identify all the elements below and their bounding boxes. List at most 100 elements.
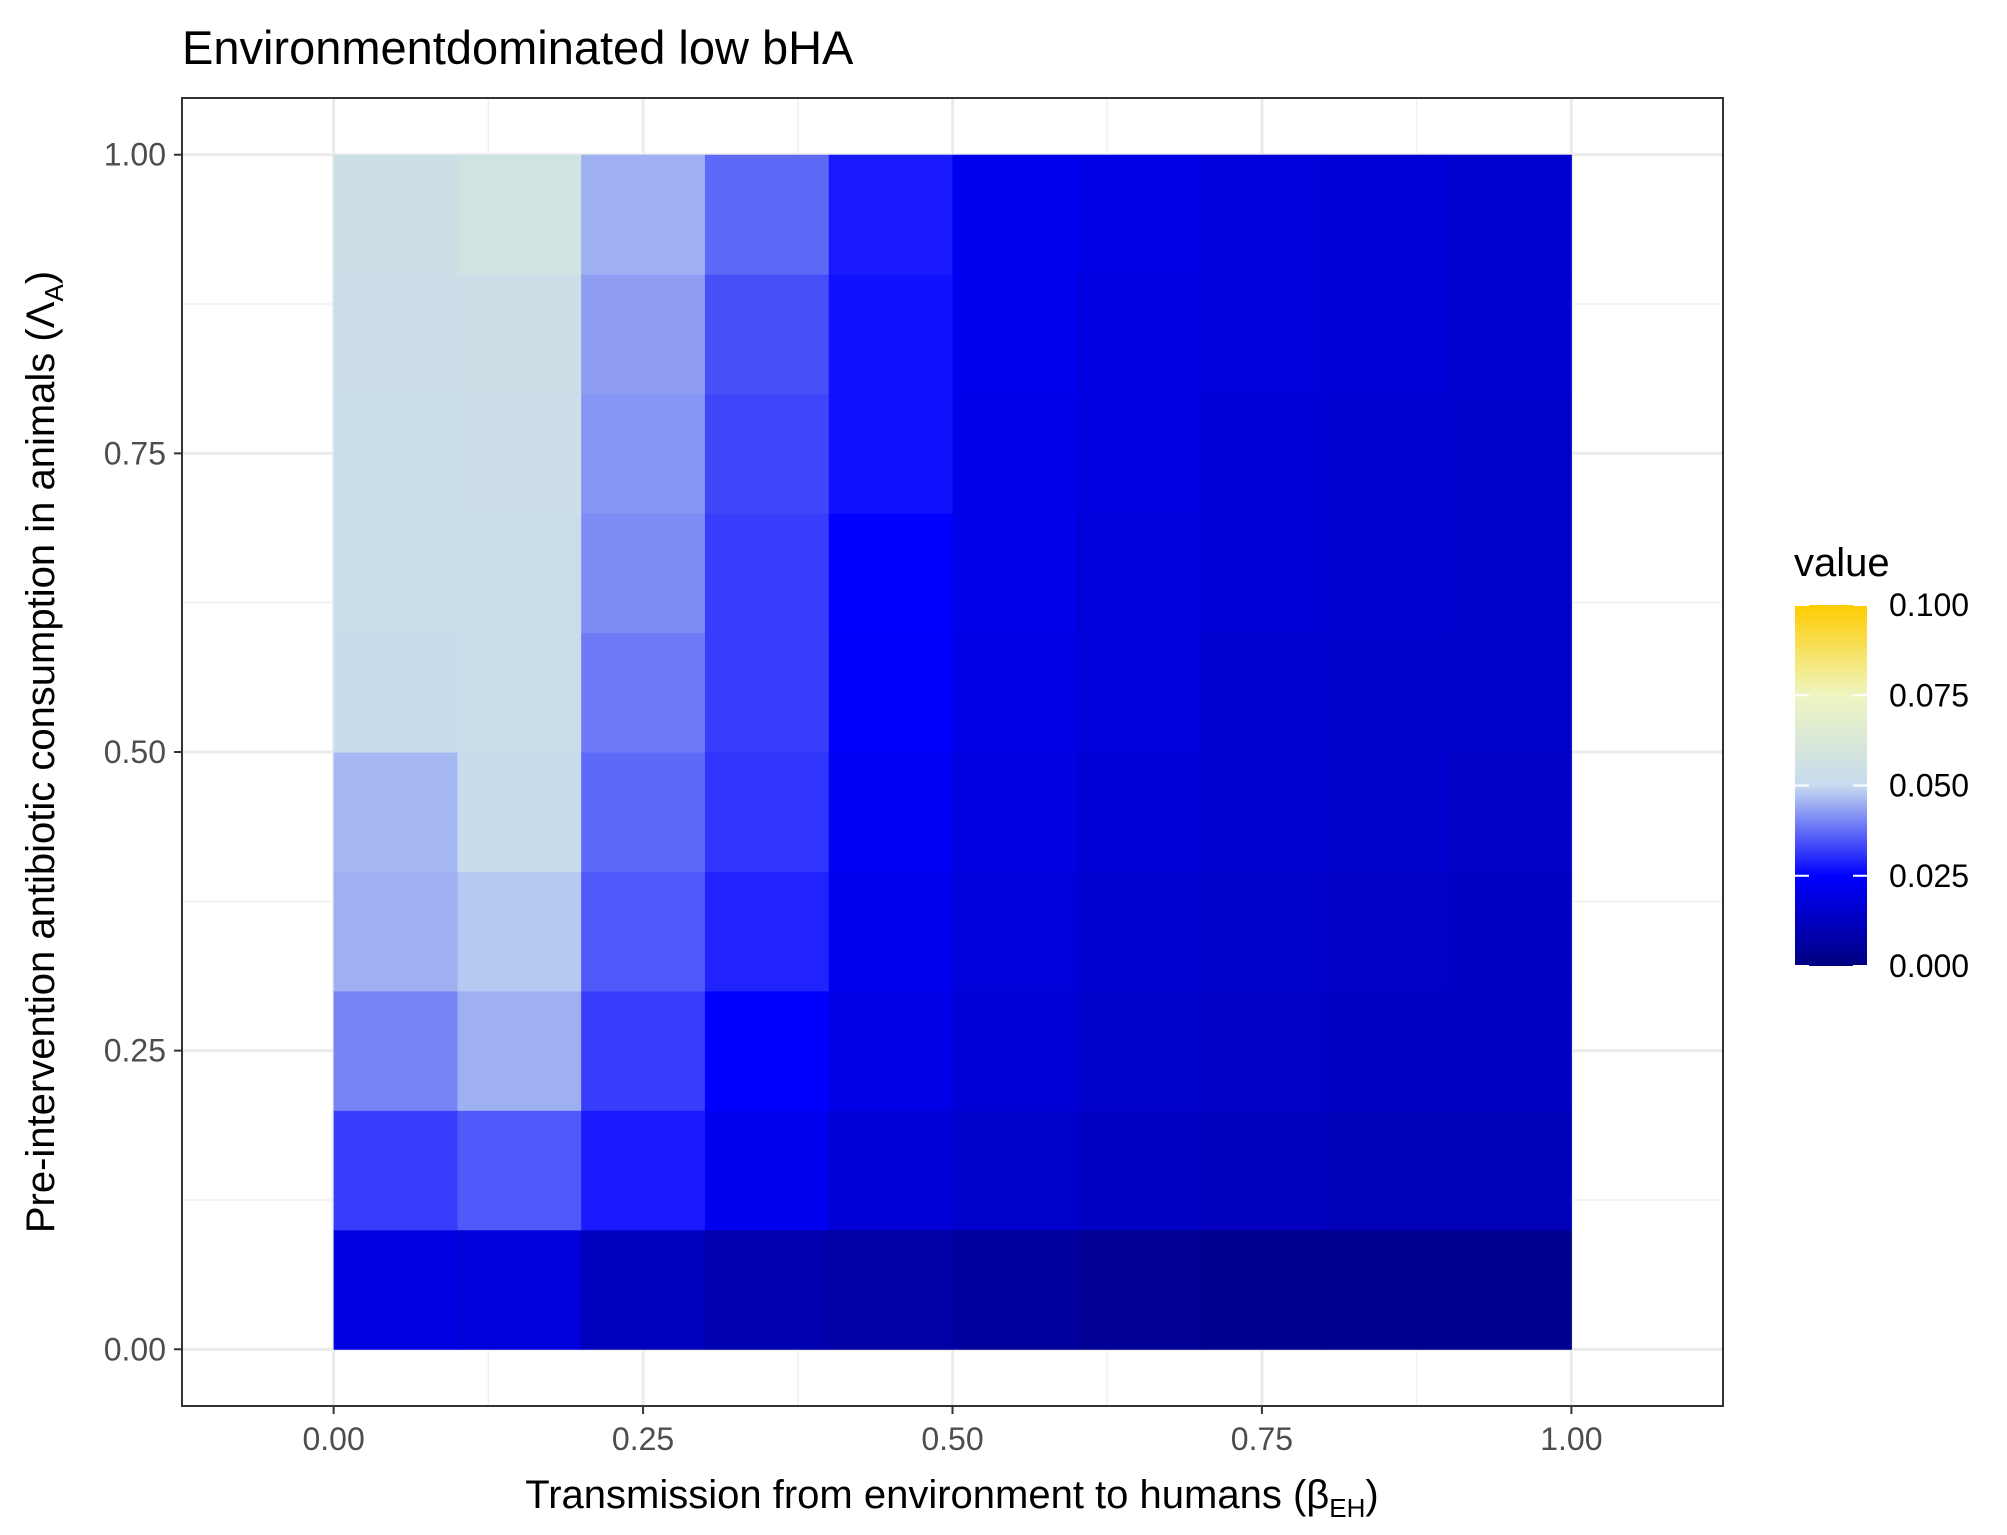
x-tick-label: 0.75 — [1231, 1421, 1293, 1457]
heatmap-cell — [581, 990, 706, 1111]
heatmap-cell — [581, 1229, 706, 1350]
legend-label: 0.000 — [1889, 948, 1969, 984]
heatmap-cell — [457, 274, 582, 395]
x-axis-title: Transmission from environment to humans … — [525, 1473, 1378, 1523]
heatmap-cell — [1076, 154, 1201, 275]
heatmap-cell — [1447, 990, 1572, 1111]
heatmap-cell — [1447, 393, 1572, 514]
heatmap-cell — [333, 990, 458, 1111]
heatmap-cell — [457, 513, 582, 634]
heatmap-cell — [457, 752, 582, 872]
heatmap-cell — [828, 154, 953, 275]
legend-label: 0.075 — [1889, 677, 1969, 713]
heatmap-cell — [1076, 1110, 1201, 1231]
heatmap-cell — [1200, 274, 1325, 395]
heatmap-cell — [1200, 752, 1325, 872]
heatmap-cell — [704, 154, 830, 275]
heatmap-cell — [704, 871, 830, 992]
heatmap-cell — [581, 154, 706, 275]
heatmap-cell — [828, 393, 953, 514]
heatmap-cell — [1200, 154, 1325, 275]
heatmap-cell — [457, 871, 582, 992]
y-axis-title-close: ) — [19, 271, 63, 284]
heatmap-cell — [1323, 154, 1449, 275]
heatmap-cell — [1076, 393, 1201, 514]
heatmap-cell — [952, 1229, 1077, 1350]
heatmap-cell — [952, 274, 1077, 395]
y-axis-title-main: Pre-intervention antibiotic consumption … — [19, 328, 63, 1234]
y-axis-ticks: 0.00 0.25 0.50 0.75 1.00 — [104, 137, 182, 1367]
heatmap-cell — [1076, 1229, 1201, 1350]
heatmap-cell — [1447, 154, 1572, 275]
legend-label: 0.100 — [1889, 587, 1969, 623]
heatmap-cell — [1323, 393, 1449, 514]
heatmap-cell — [581, 1110, 706, 1231]
heatmap-cell — [457, 154, 582, 275]
heatmap-cell — [1447, 632, 1572, 753]
heatmap-cell — [952, 154, 1077, 275]
heatmap-cell — [1323, 632, 1449, 753]
heatmap-cell — [1323, 513, 1449, 634]
x-tick-label: 0.25 — [612, 1421, 674, 1457]
heatmap-cell — [457, 1229, 582, 1350]
y-tick-label: 0.00 — [104, 1331, 166, 1367]
heatmap-cell — [1323, 274, 1449, 395]
heatmap-cell — [333, 632, 458, 753]
heatmap-cell — [1076, 632, 1201, 753]
heatmap-cell — [828, 1110, 953, 1231]
heatmap-cell — [581, 513, 706, 634]
heatmap-cell — [952, 393, 1077, 514]
x-tick-label: 0.00 — [302, 1421, 364, 1457]
legend-label: 0.050 — [1889, 768, 1969, 804]
legend-title: value — [1794, 541, 1890, 585]
heatmap-cell — [1323, 1110, 1449, 1231]
x-tick-label: 1.00 — [1540, 1421, 1602, 1457]
heatmap-cell — [952, 513, 1077, 634]
heatmap-cell — [1076, 274, 1201, 395]
heatmap-cell — [1447, 513, 1572, 634]
heatmap-cell — [704, 752, 830, 872]
heatmap-cell — [333, 274, 458, 395]
heatmap-cell — [1323, 1229, 1449, 1350]
heatmap-cell — [333, 1229, 458, 1350]
heatmap-cell — [581, 752, 706, 872]
heatmap-cell — [1200, 632, 1325, 753]
heatmap-cell — [1200, 513, 1325, 634]
heatmap-cell — [952, 990, 1077, 1111]
heatmap-cell — [457, 990, 582, 1111]
heatmap-cell — [333, 154, 458, 275]
heatmap-cell — [1076, 752, 1201, 872]
heatmap-cell — [1447, 274, 1572, 395]
heatmap-cell — [828, 752, 953, 872]
heatmap-cell — [704, 513, 830, 634]
heatmap-cell — [457, 632, 582, 753]
heatmap-cell — [457, 1110, 582, 1231]
heatmap-cell — [1447, 1110, 1572, 1231]
heatmap-cells — [333, 154, 1572, 1350]
heatmap-cell — [333, 871, 458, 992]
heatmap-cell — [333, 752, 458, 872]
plot-title: Environmentdominated low bHA — [182, 21, 854, 74]
x-axis-title-symbol: β — [1306, 1473, 1329, 1517]
heatmap-cell — [457, 393, 582, 514]
heatmap-cell — [1200, 990, 1325, 1111]
x-axis-title-close: ) — [1365, 1473, 1378, 1517]
heatmap-cell — [581, 393, 706, 514]
heatmap-cell — [704, 1229, 830, 1350]
heatmap-cell — [1200, 393, 1325, 514]
y-tick-label: 1.00 — [104, 137, 166, 173]
heatmap-cell — [1447, 871, 1572, 992]
y-axis-title: Pre-intervention antibiotic consumption … — [19, 271, 69, 1233]
heatmap-cell — [952, 871, 1077, 992]
heatmap-cell — [828, 871, 953, 992]
y-tick-label: 0.75 — [104, 435, 166, 471]
heatmap-cell — [952, 632, 1077, 753]
heatmap-cell — [1447, 1229, 1572, 1350]
heatmap-cell — [704, 274, 830, 395]
heatmap-cell — [333, 1110, 458, 1231]
heatmap-cell — [1200, 1229, 1325, 1350]
heatmap-cell — [828, 1229, 953, 1350]
heatmap-cell — [333, 513, 458, 634]
heatmap-cell — [1447, 752, 1572, 872]
y-axis-title-subscript: A — [39, 284, 69, 302]
